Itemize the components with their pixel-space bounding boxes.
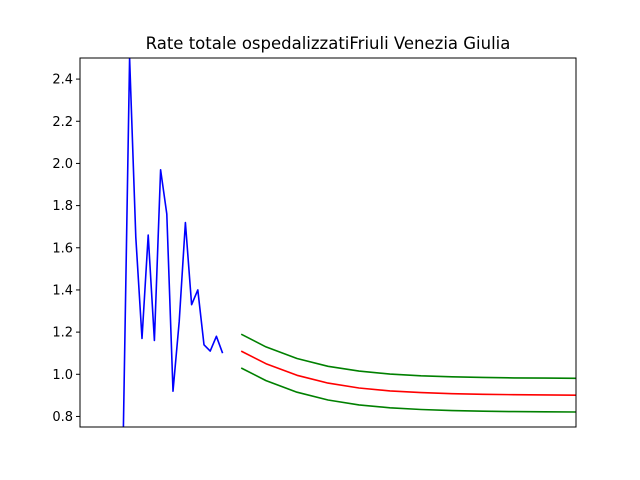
y-tick-label: 2.2 xyxy=(52,115,73,130)
series-line-upper-bound xyxy=(240,333,576,380)
y-tick-label: 1.8 xyxy=(52,199,73,214)
series-layer xyxy=(122,58,576,427)
y-axis: 0.8 1.0 1.2 1.4 1.6 1.8 2.0 2.2 2.4 xyxy=(52,73,80,425)
y-tick-label: 2.4 xyxy=(52,73,73,88)
y-tick-label: 1.0 xyxy=(52,368,73,383)
y-tick-label: 2.0 xyxy=(52,157,73,172)
y-tick-label: 1.6 xyxy=(52,241,73,256)
series-line-observed xyxy=(122,58,224,427)
series-line-forecast xyxy=(240,350,576,397)
series-line-lower-bound xyxy=(240,367,576,413)
plot-frame xyxy=(79,57,577,428)
y-tick-label: 0.8 xyxy=(52,410,73,425)
chart-title: Rate totale ospedalizzatiFriuli Venezia … xyxy=(146,34,511,53)
y-tick-label: 1.2 xyxy=(52,326,73,341)
y-tick-label: 1.4 xyxy=(52,283,73,298)
